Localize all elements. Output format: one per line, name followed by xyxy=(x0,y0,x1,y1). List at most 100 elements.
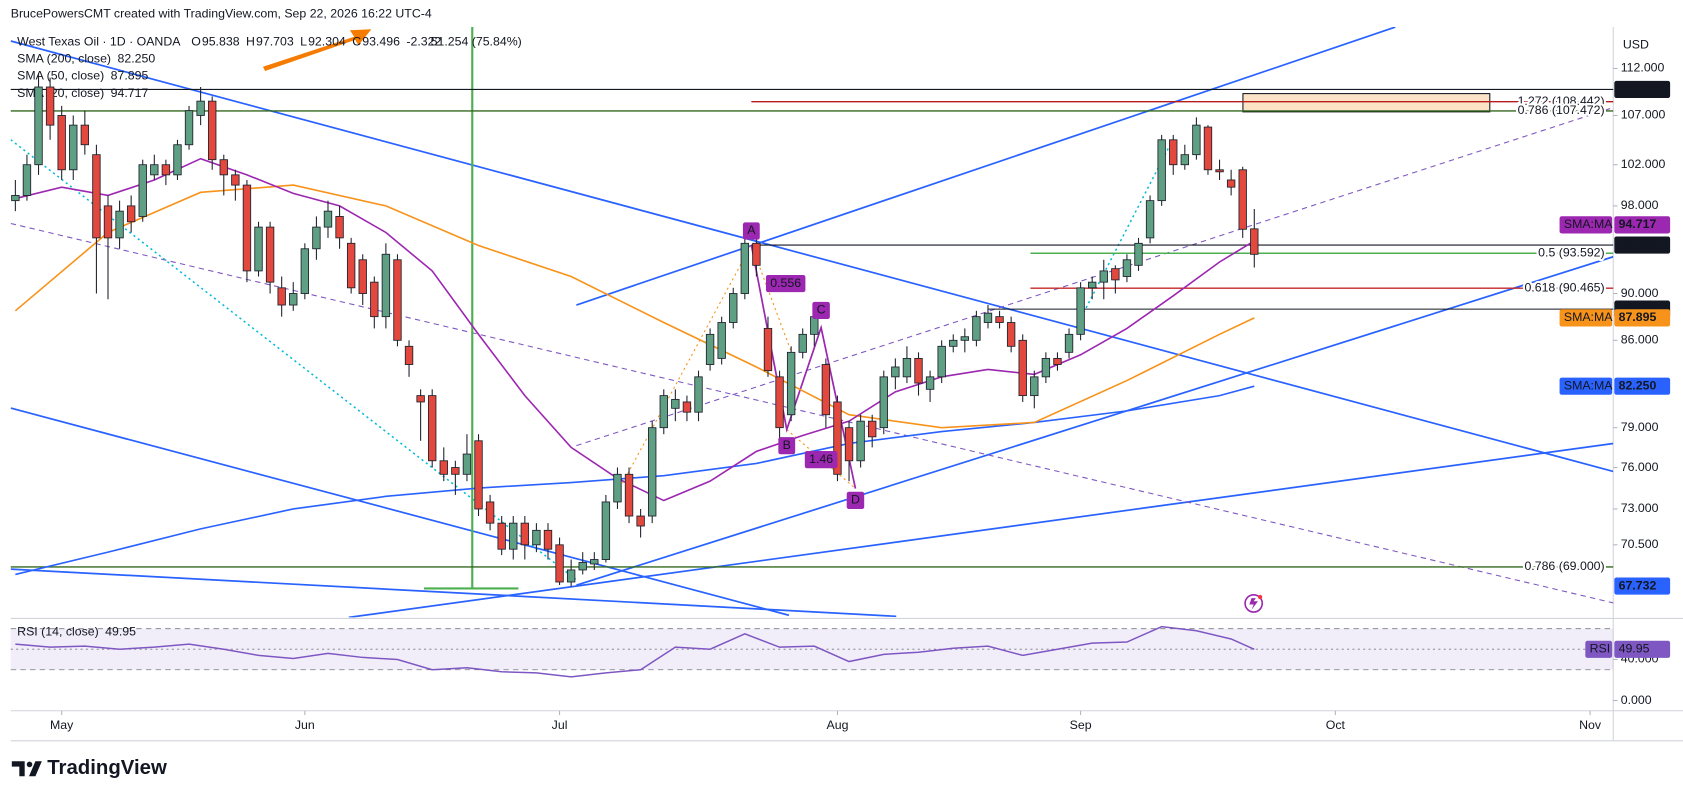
candle-body xyxy=(1203,126,1213,171)
candle-body xyxy=(265,226,275,283)
brand-logo xyxy=(11,761,42,777)
candle-body xyxy=(1157,139,1166,202)
candle-body xyxy=(1250,228,1259,255)
candle-body xyxy=(1226,179,1236,188)
rsi-tag-box xyxy=(1585,640,1613,658)
fib-label: 0.786 (69.000) xyxy=(1524,559,1604,573)
candle-body xyxy=(208,100,217,161)
sma-line xyxy=(15,385,1255,576)
pattern-label-box xyxy=(846,491,865,509)
candle-body xyxy=(648,427,657,517)
candle-body xyxy=(717,322,726,359)
y-tick-label: 76.000 xyxy=(1621,460,1659,474)
candle-body xyxy=(729,293,738,323)
y-tick-label: 90.000 xyxy=(1621,286,1659,300)
candle-body xyxy=(601,501,611,560)
candle-body xyxy=(1041,357,1051,378)
candle-body xyxy=(1192,124,1201,156)
legend-name: SMA (200, close) xyxy=(17,52,111,66)
candle-body xyxy=(983,312,993,323)
price-tag xyxy=(1614,577,1671,595)
ohlc-value: 92.304 xyxy=(308,34,346,48)
candle-body xyxy=(1053,357,1062,365)
candle-body xyxy=(613,473,622,503)
price-tag-label: 94.337 xyxy=(1619,237,1657,251)
x-tick-label: May xyxy=(50,718,74,732)
candle-body xyxy=(798,333,807,353)
y-tick-label: 86.000 xyxy=(1621,333,1659,347)
arrow xyxy=(262,29,372,72)
candle-body xyxy=(126,205,136,223)
candle-body xyxy=(312,226,321,250)
sma-tag-box xyxy=(1559,309,1613,327)
candle-body xyxy=(1169,139,1178,166)
candle-body xyxy=(497,522,506,550)
pattern-label: B xyxy=(783,438,791,452)
candle-body xyxy=(949,339,958,347)
candle-body xyxy=(995,316,1004,323)
candle-body xyxy=(856,420,865,462)
currency: USD xyxy=(1623,38,1649,52)
pattern-label-box xyxy=(778,437,796,455)
candle-body xyxy=(775,376,784,429)
legend-title: West Texas Oil · 1D · OANDA xyxy=(17,34,181,48)
candle-body xyxy=(555,544,564,583)
candle-body xyxy=(103,205,113,239)
fib-label: 0.618 (90.465) xyxy=(1524,280,1604,294)
candle-body xyxy=(196,100,205,116)
candle-body xyxy=(150,164,159,176)
legend-name: SMA (50, close) xyxy=(17,69,104,83)
pattern-label: C xyxy=(817,303,826,317)
y-tick-label: 98.000 xyxy=(1621,198,1659,212)
candle-body xyxy=(763,327,773,372)
y-tick-label: 102.000 xyxy=(1621,157,1666,171)
rsi-tag: RSI xyxy=(1590,642,1611,656)
candle-body xyxy=(786,351,796,416)
alert-dot xyxy=(1257,594,1263,600)
fib-label: 1.272 (108.442) xyxy=(1518,94,1605,108)
y-tick-label: 112.000 xyxy=(1621,61,1665,75)
trendline xyxy=(348,442,1614,618)
candle-body xyxy=(358,259,367,294)
candle-body xyxy=(624,473,634,517)
sma-value-tag xyxy=(1614,216,1671,234)
candle-body xyxy=(1134,242,1143,266)
candle-body xyxy=(439,460,448,475)
candle-body xyxy=(821,364,831,416)
candle-body xyxy=(578,562,587,571)
rsi-line xyxy=(15,625,1255,678)
candle-body xyxy=(1088,281,1097,289)
candle-body xyxy=(879,376,888,429)
sma-value-label: 87.895 xyxy=(1619,310,1657,324)
brand: TradingView xyxy=(47,757,167,779)
pattern-label-box xyxy=(812,301,830,319)
legend-value: 87.895 xyxy=(111,69,149,83)
candle-body xyxy=(173,144,182,176)
alert-icon-bolt xyxy=(1249,598,1258,610)
ohlc-prefix: H xyxy=(246,34,255,48)
x-tick-label: Sep xyxy=(1070,718,1092,732)
sma-value-tag xyxy=(1614,309,1671,327)
sma-tag: SMA:MA xyxy=(1564,378,1613,392)
x-tick-label: Jul xyxy=(552,718,568,732)
candle-body xyxy=(323,210,333,228)
candle-body xyxy=(1006,322,1016,347)
candle-body xyxy=(370,281,379,318)
rsi-value-label: 49.95 xyxy=(1619,642,1650,656)
trendline xyxy=(10,407,790,617)
trendline xyxy=(10,568,897,618)
candle-body xyxy=(1238,169,1247,230)
brand-logo-dot xyxy=(26,761,33,768)
y-tick-label: 107.000 xyxy=(1621,108,1666,122)
y-tick-label: 73.000 xyxy=(1621,501,1659,515)
ohlc-prefix: C xyxy=(352,34,361,48)
pattern-label-box xyxy=(765,274,806,293)
candle-body xyxy=(937,345,946,378)
candle-body xyxy=(844,427,854,462)
candle-body xyxy=(694,376,703,413)
y-tick-label: 79.000 xyxy=(1621,420,1659,434)
rsi-legend-value: 49.95 xyxy=(105,625,136,639)
alert-icon xyxy=(1244,594,1264,613)
sma-value-tag xyxy=(1614,377,1671,395)
